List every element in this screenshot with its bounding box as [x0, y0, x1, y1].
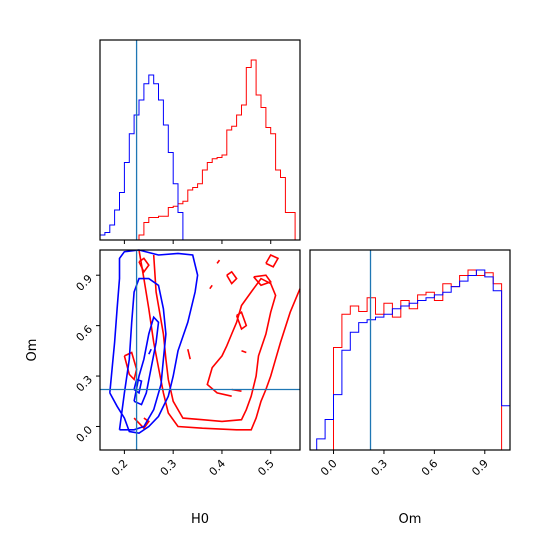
- h0-histogram-frame: [99, 39, 301, 241]
- contour-0-5: [226, 270, 238, 285]
- om-x-tick-label: 0.3: [369, 457, 391, 479]
- contour-1-4: [148, 348, 152, 355]
- om-histogram-panel: 0.0 0.3 0.6 0.9: [309, 249, 511, 479]
- contour-0-2: [133, 417, 150, 430]
- om-y-tick-label: 0.9: [74, 272, 96, 294]
- contour-1-1: [118, 277, 167, 431]
- contour-0-11: [187, 349, 191, 360]
- contour-0-0: [138, 249, 301, 431]
- contour-0-12: [209, 284, 213, 290]
- contour-0-8: [235, 310, 248, 331]
- contour-0-10: [241, 350, 247, 354]
- om-y-tick-label: 0.3: [74, 373, 96, 395]
- contour-0-4: [138, 257, 150, 274]
- om-y-tick-label: 0.6: [74, 323, 96, 345]
- h0-histogram-panel: [99, 39, 301, 244]
- h0-histogram-series-0: [138, 59, 296, 240]
- om-histogram-series-0: [333, 269, 503, 450]
- h0-om-contour-panel: 0.2 0.3 0.4 0.5 0.0 0.3 0.6 0.9: [74, 249, 301, 479]
- om-x-tick-label: 0.0: [318, 457, 340, 479]
- om-y-tick-label: 0.0: [74, 423, 96, 445]
- contour-0-6: [253, 274, 272, 287]
- contour-1-3: [133, 378, 143, 395]
- h0-tick-label: 0.3: [158, 457, 180, 479]
- om-histogram-series-1: [316, 269, 511, 450]
- contour-1-0: [109, 249, 199, 435]
- om-x-tick-label: 0.6: [419, 457, 441, 479]
- h0-tick-label: 0.2: [109, 457, 131, 479]
- h0-tick-label: 0.5: [255, 457, 277, 479]
- om-x-tick-label: 0.9: [469, 457, 491, 479]
- x-axis-label-om: Om: [399, 512, 422, 527]
- contour-1-2: [133, 315, 160, 406]
- contour-0-7: [265, 253, 280, 268]
- contour-0-13: [216, 259, 221, 264]
- contour-frame: [99, 249, 301, 451]
- contour-0-1: [152, 254, 277, 423]
- h0-histogram-series-1: [99, 74, 184, 240]
- h0-tick-label: 0.4: [207, 457, 229, 479]
- x-axis-label-h0: H0: [191, 512, 209, 527]
- om-histogram-frame: [309, 249, 511, 451]
- y-axis-label-om: Om: [25, 339, 40, 362]
